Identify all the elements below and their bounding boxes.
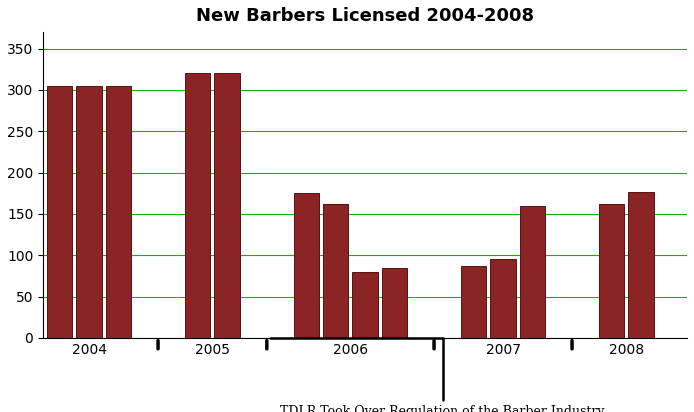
Bar xyxy=(323,204,348,338)
Bar xyxy=(629,192,654,338)
Bar xyxy=(382,267,407,338)
Bar xyxy=(491,259,516,338)
Bar xyxy=(76,86,101,338)
Bar xyxy=(599,204,625,338)
Bar xyxy=(214,73,239,338)
Title: New Barbers Licensed 2004-2008: New Barbers Licensed 2004-2008 xyxy=(196,7,534,25)
Bar xyxy=(105,86,131,338)
Bar xyxy=(520,206,545,338)
Bar xyxy=(185,73,210,338)
Text: TDLR Took Over Regulation of the Barber Industry: TDLR Took Over Regulation of the Barber … xyxy=(269,338,604,412)
Bar xyxy=(294,193,319,338)
Bar xyxy=(47,86,72,338)
Bar xyxy=(353,272,378,338)
Bar xyxy=(462,266,486,338)
